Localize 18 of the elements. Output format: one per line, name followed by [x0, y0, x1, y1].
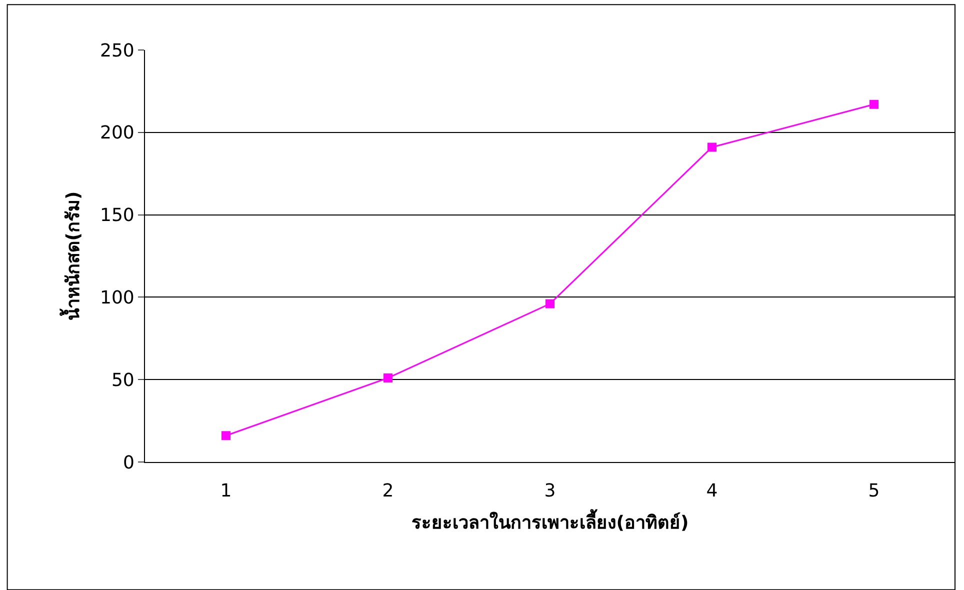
y-tick-label: 150 — [100, 205, 134, 226]
x-tick-label: 4 — [706, 480, 718, 502]
y-tick-label: 50 — [111, 370, 134, 391]
x-axis-title: ระยะเวลาในการเพาะเลี้ยง(อาทิตย์) — [411, 508, 689, 534]
y-tick-label: 0 — [122, 452, 134, 474]
point — [546, 299, 554, 308]
point — [384, 373, 392, 382]
point — [870, 100, 878, 109]
x-tick-label: 2 — [382, 480, 394, 502]
x-tick-label: 5 — [868, 480, 880, 502]
y-tick-label: 250 — [100, 40, 134, 62]
y-axis-title: น้ำหนักสด(กรัม) — [59, 191, 84, 321]
point — [708, 142, 716, 152]
point — [222, 431, 230, 440]
x-tick-label: 3 — [544, 480, 556, 502]
y-tick-label: 100 — [100, 288, 134, 308]
y-tick-label: 200 — [100, 122, 134, 144]
x-tick-label: 1 — [220, 480, 232, 502]
